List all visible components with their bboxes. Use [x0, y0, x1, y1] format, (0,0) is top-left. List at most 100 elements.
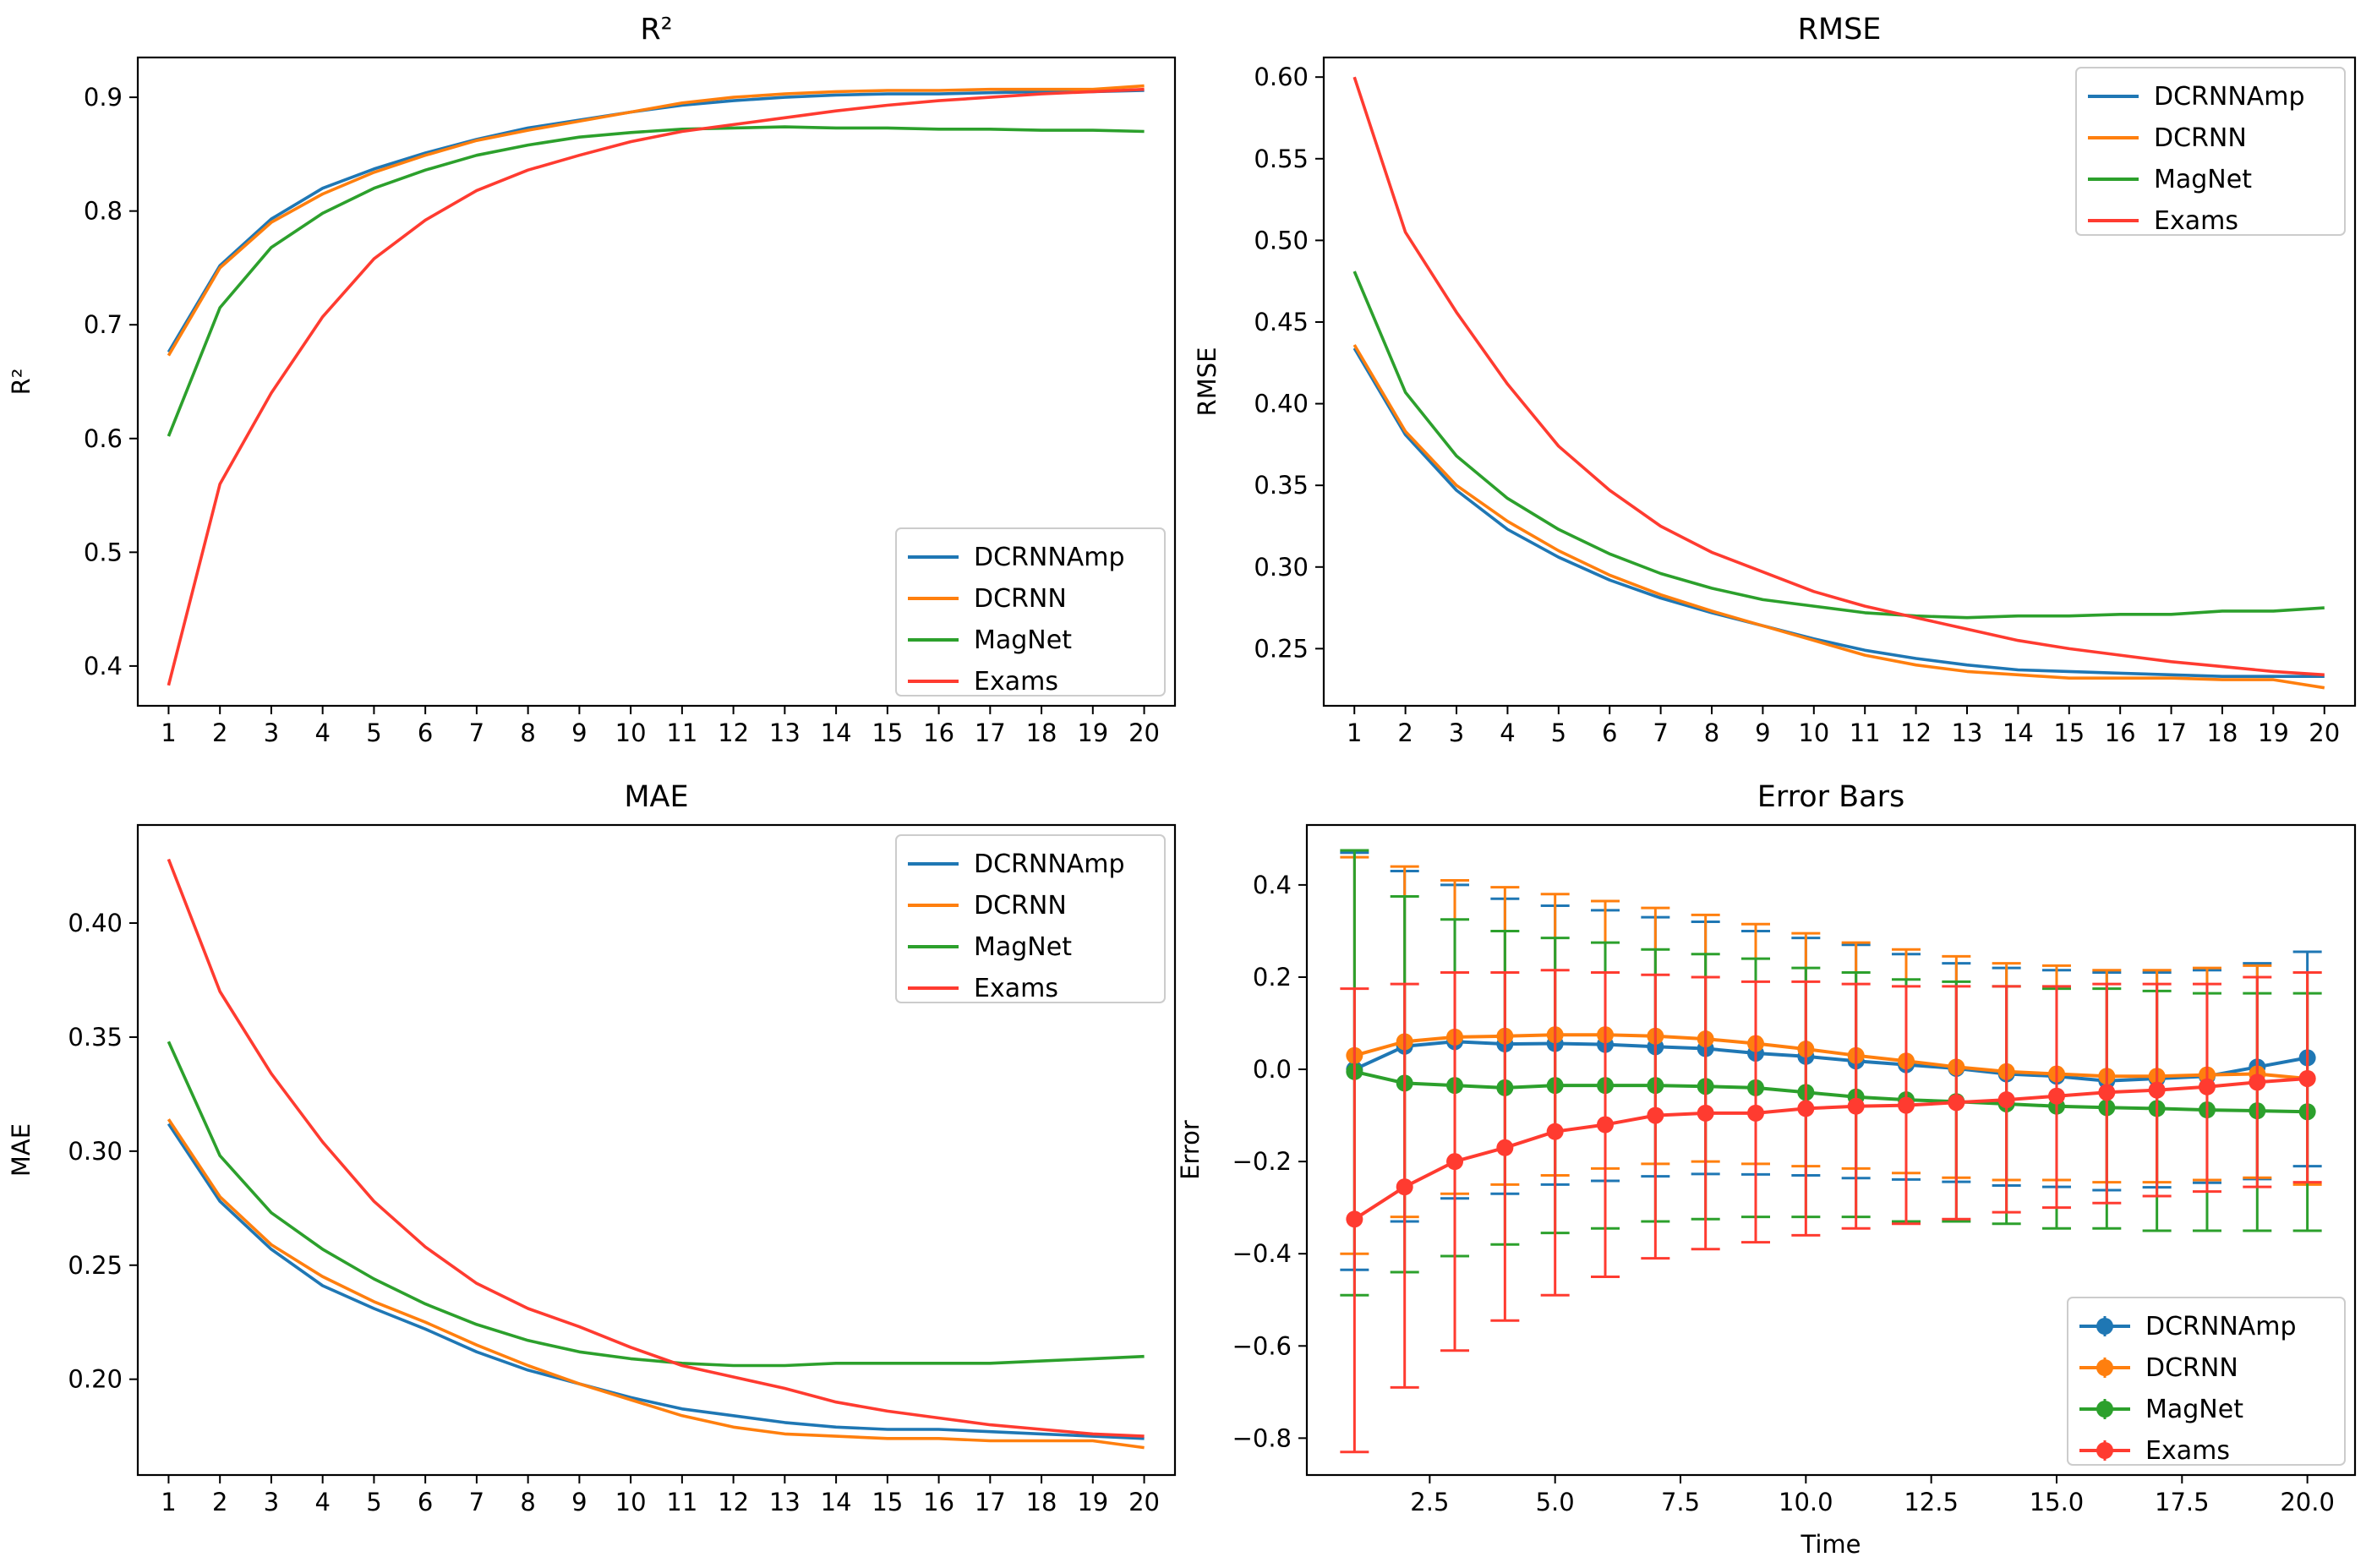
- chart-title: Error Bars: [1757, 780, 1905, 814]
- x-tick-label: 18: [2207, 718, 2238, 747]
- series-exams: [167, 858, 1145, 1438]
- y-axis-label: MAE: [7, 1123, 36, 1177]
- y-tick-label: 0.20: [68, 1365, 123, 1394]
- data-point: [1797, 1100, 1815, 1117]
- axes-frame: [1305, 823, 2357, 1477]
- legend-item-dcrnnamp: DCRNNAmp: [908, 850, 1125, 879]
- plot-area: [1340, 849, 2322, 1454]
- x-tick-label: 12: [718, 718, 749, 747]
- legend-item-dcrnnamp: DCRNNAmp: [908, 543, 1125, 572]
- y-tick-label: 0.40: [1254, 390, 1309, 418]
- x-tick-label: 5: [1551, 718, 1566, 747]
- y-tick-label: 0.6: [84, 424, 123, 453]
- legend-frame: [2067, 1297, 2346, 1466]
- legend-item-magnet: MagNet: [908, 626, 1072, 655]
- x-tick-label: 7: [469, 1488, 484, 1516]
- x-tick-label: 15: [2053, 718, 2085, 747]
- x-tick-label: 17: [2156, 718, 2187, 747]
- series-line: [167, 84, 1145, 357]
- legend-label: MagNet: [2145, 1395, 2243, 1424]
- series-line: [167, 1118, 1145, 1450]
- y-tick-label: 0.4: [84, 652, 123, 680]
- series-line: [1352, 270, 2325, 620]
- x-tick-label: 14: [821, 1488, 852, 1516]
- axes-frame: [136, 823, 1177, 1477]
- legend-item-dcrnn: DCRNN: [908, 584, 1067, 614]
- series-magnet: [167, 1041, 1145, 1368]
- legend: DCRNNAmp DCRNN MagNet Exams: [895, 527, 1166, 697]
- legend-item-exams: Exams: [908, 667, 1058, 697]
- chart-title: RMSE: [1798, 13, 1882, 46]
- series-dcrnn: [1352, 344, 2325, 690]
- series-exams: [167, 87, 1145, 686]
- legend-label: DCRNN: [974, 584, 1067, 614]
- x-tick-label: 3: [264, 718, 279, 747]
- legend-item-exams: Exams: [2079, 1436, 2230, 1466]
- data-point: [1897, 1096, 1915, 1114]
- series-line: [1352, 76, 2325, 677]
- legend-frame: [895, 527, 1166, 697]
- x-tick-label: 5: [366, 1488, 381, 1516]
- legend-frame: [895, 834, 1166, 1003]
- legend-item-dcrnnamp: DCRNNAmp: [2088, 82, 2305, 112]
- x-tick-label: 8: [520, 1488, 535, 1516]
- x-tick-label: 11: [666, 718, 697, 747]
- x-tick-label: 17.5: [2155, 1488, 2210, 1516]
- x-tick-label: 6: [418, 718, 433, 747]
- x-tick-label: 1: [161, 1488, 176, 1516]
- legend-item-dcrnn: DCRNN: [908, 891, 1067, 921]
- legend-label: DCRNNAmp: [2145, 1312, 2297, 1341]
- x-tick-label: 9: [571, 718, 587, 747]
- series-exams: [1340, 969, 2322, 1454]
- series-line: [167, 87, 1145, 686]
- plot-area: [167, 84, 1145, 686]
- x-tick-label: 18: [1026, 718, 1057, 747]
- x-tick-label: 15: [872, 1488, 903, 1516]
- data-point: [1496, 1139, 1514, 1156]
- data-point: [2098, 1084, 2116, 1101]
- x-tick-label: 10: [615, 718, 647, 747]
- data-point: [1847, 1097, 1865, 1115]
- legend-marker: [2096, 1401, 2113, 1418]
- legend-item-magnet: MagNet: [2079, 1395, 2243, 1424]
- y-tick-label: 0.9: [84, 83, 123, 112]
- y-tick-label: 0.60: [1254, 63, 1309, 91]
- y-tick-label: 0.35: [1254, 471, 1309, 500]
- y-axis-label: R²: [7, 369, 36, 396]
- x-tick-label: 16: [923, 718, 954, 747]
- legend-label: DCRNNAmp: [974, 850, 1125, 879]
- x-tick-label: 10.0: [1779, 1488, 1833, 1516]
- data-point: [1697, 1104, 1714, 1122]
- series-magnet: [1340, 849, 2322, 1297]
- legend: DCRNNAmp DCRNN MagNet Exams: [2067, 1297, 2346, 1466]
- x-tick-label: 16: [2105, 718, 2136, 747]
- x-tick-label: 5: [366, 718, 381, 747]
- data-point: [1446, 1153, 1464, 1171]
- x-tick-label: 15.0: [2030, 1488, 2085, 1516]
- x-tick-label: 17: [975, 1488, 1006, 1516]
- axes-frame: [136, 56, 1177, 708]
- x-tick-label: 7: [469, 718, 484, 747]
- y-tick-label: −0.4: [1232, 1239, 1292, 1268]
- y-tick-label: −0.6: [1232, 1331, 1292, 1360]
- x-tick-label: 19: [1077, 1488, 1108, 1516]
- legend-item-magnet: MagNet: [908, 932, 1072, 962]
- x-tick-label: 6: [1602, 718, 1617, 747]
- y-axis-label: RMSE: [1193, 347, 1221, 417]
- x-tick-label: 6: [418, 1488, 433, 1516]
- x-tick-label: 11: [1850, 718, 1881, 747]
- data-point: [1546, 1123, 1564, 1140]
- x-tick-label: 17: [975, 718, 1006, 747]
- y-tick-label: 0.50: [1254, 226, 1309, 254]
- series-line: [167, 858, 1145, 1438]
- series-dcrnn: [1340, 855, 2322, 1255]
- legend-item-magnet: MagNet: [2088, 165, 2252, 194]
- series-line: [1352, 344, 2325, 690]
- x-tick-label: 10: [615, 1488, 647, 1516]
- series-dcrnnamp: [1340, 851, 2322, 1271]
- y-tick-label: 0.45: [1254, 308, 1309, 336]
- data-point: [2298, 1069, 2316, 1087]
- x-tick-label: 2.5: [1410, 1488, 1449, 1516]
- y-tick-label: 0.7: [84, 310, 123, 339]
- chart-errbars: Error Bars Error Time 2.5 5.0 7.5 10.0 12.5 15.0…: [1176, 780, 2357, 1559]
